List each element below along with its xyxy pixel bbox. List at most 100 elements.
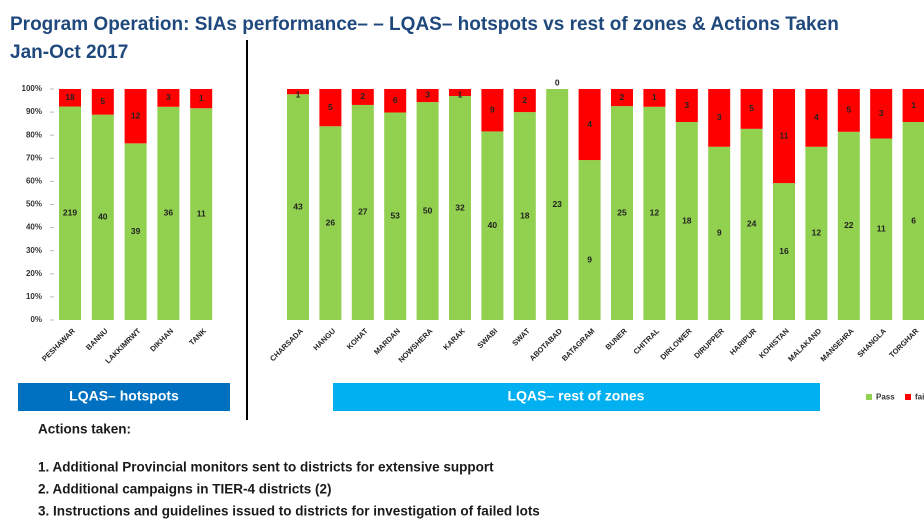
value-label: 12 <box>131 110 141 120</box>
value-label: 43 <box>293 201 303 211</box>
x-tick-label: KARAK <box>441 326 467 352</box>
value-label: 36 <box>164 208 174 218</box>
value-label: 3 <box>425 89 430 99</box>
bar-segment <box>805 146 828 320</box>
value-label: 23 <box>552 199 562 209</box>
y-tick-label: 60% <box>26 177 42 186</box>
y-tick-label: 50% <box>26 200 42 209</box>
bar-segment <box>449 96 471 320</box>
value-label: 6 <box>911 215 916 225</box>
bar-segment <box>643 106 666 321</box>
bar-segment <box>384 89 407 113</box>
legend-label: fail <box>915 393 924 402</box>
bar-segment <box>384 112 407 321</box>
value-label: 18 <box>65 92 75 102</box>
value-label: 4 <box>587 119 592 129</box>
y-tick-label: 10% <box>26 292 42 301</box>
x-tick-label: CHITRAL <box>632 326 662 356</box>
x-tick-label: KOHISTAN <box>757 326 791 360</box>
value-label: 25 <box>617 207 627 217</box>
bar-segment <box>513 112 536 320</box>
bar-segment <box>546 89 569 320</box>
group-box <box>333 383 820 411</box>
x-tick-label: SWABI <box>475 326 499 350</box>
x-tick-label: PESHAWAR <box>40 326 77 363</box>
value-label: 6 <box>393 95 398 105</box>
y-tick-label: 100% <box>22 84 42 93</box>
bar-segment <box>481 89 504 132</box>
x-tick-label: CHARSADA <box>268 326 305 363</box>
value-label: 2 <box>360 91 365 101</box>
bar-segment <box>319 126 342 321</box>
y-tick-label: 80% <box>26 130 42 139</box>
bar-segment <box>124 143 147 320</box>
x-tick-label: NOWSHERA <box>397 326 435 364</box>
value-label: 16 <box>779 246 789 256</box>
bar-segment <box>740 128 763 320</box>
value-label: 11 <box>780 130 789 140</box>
x-tick-label: KOHAT <box>345 326 370 351</box>
bar-segment <box>611 89 633 107</box>
value-label: 1 <box>911 100 916 110</box>
x-tick-label: MANSEHRA <box>819 326 856 363</box>
group-label: LQAS– rest of zones <box>508 388 645 404</box>
bar-segment <box>611 106 633 320</box>
value-label: 5 <box>749 103 754 113</box>
value-label: 9 <box>717 228 722 238</box>
y-tick-label: 0% <box>30 315 42 324</box>
value-label: 5 <box>100 96 105 106</box>
y-tick-label: 20% <box>26 269 42 278</box>
value-label: 40 <box>488 220 498 230</box>
value-label: 24 <box>747 219 757 229</box>
x-tick-label: ABOTABAD <box>528 326 565 363</box>
legend-label: Pass <box>876 393 895 402</box>
value-label: 3 <box>684 100 689 110</box>
bar-segment <box>740 89 763 129</box>
x-tick-label: DIRLOWER <box>658 326 694 362</box>
x-tick-label: TANK <box>187 326 208 347</box>
legend-swatch <box>866 394 872 400</box>
value-label: 27 <box>358 207 368 217</box>
bar-segment <box>157 89 180 107</box>
value-label: 0 <box>555 77 560 87</box>
bar-segment <box>708 146 731 320</box>
bar-segment <box>805 89 828 147</box>
x-tick-label: TORGHAR <box>887 326 920 359</box>
value-label: 18 <box>682 215 692 225</box>
bar-segment <box>675 122 698 320</box>
group-label: LQAS– hotspots <box>69 388 179 404</box>
bar-segment <box>773 183 795 320</box>
actions-heading: Actions taken: <box>38 422 131 437</box>
x-tick-label: BANNU <box>84 326 110 352</box>
value-label: 9 <box>587 254 592 264</box>
bar-segment <box>449 89 471 96</box>
bar-segment <box>675 89 698 122</box>
x-tick-label: HANGU <box>311 326 337 352</box>
value-label: 40 <box>98 212 108 222</box>
bar-segment <box>902 122 924 320</box>
value-label: 12 <box>812 228 822 238</box>
bar-segment <box>59 89 81 107</box>
action-item: 1. Additional Provincial monitors sent t… <box>38 460 494 475</box>
value-label: 53 <box>390 210 400 220</box>
value-label: 1 <box>652 92 657 102</box>
legend-swatch <box>905 394 911 400</box>
y-tick-label: 70% <box>26 153 42 162</box>
bar-segment <box>287 89 309 95</box>
bar-segment <box>837 131 860 320</box>
bar-segment <box>319 89 342 127</box>
value-label: 26 <box>326 217 336 227</box>
bar-segment <box>287 94 309 320</box>
value-label: 1 <box>296 89 301 99</box>
value-label: 4 <box>814 112 819 122</box>
group-box <box>18 383 230 411</box>
value-label: 32 <box>455 202 465 212</box>
x-tick-label: BUNER <box>604 326 630 352</box>
value-label: 5 <box>846 105 851 115</box>
x-tick-label: BATAGRAM <box>560 326 597 363</box>
bar-segment <box>351 89 374 105</box>
bar-segment <box>91 114 114 321</box>
bar-segment <box>416 89 439 103</box>
bar-segment <box>91 89 114 115</box>
